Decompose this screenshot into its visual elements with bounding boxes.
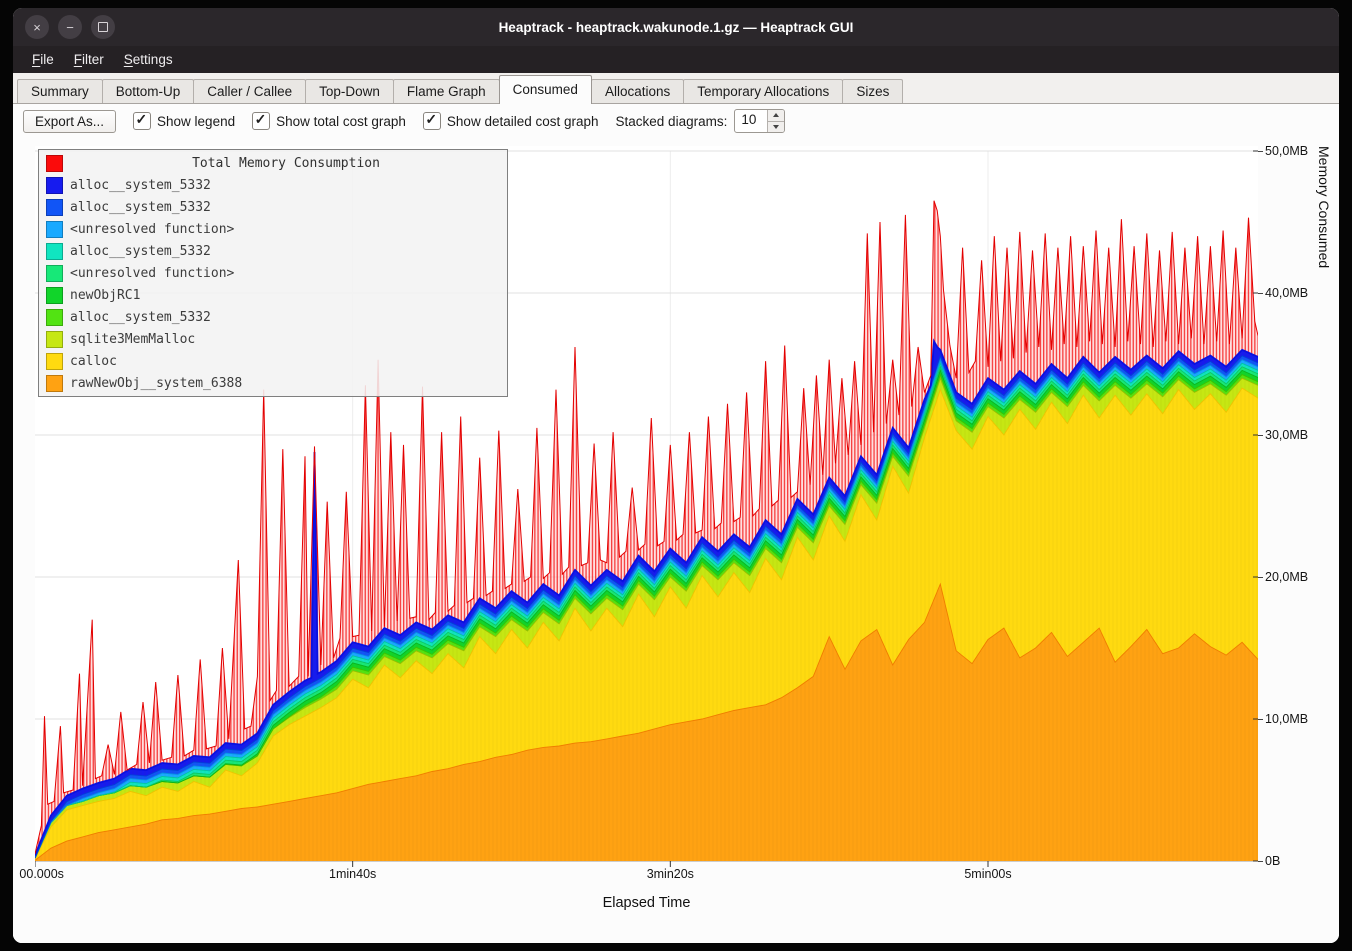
- maximize-button[interactable]: [91, 15, 115, 39]
- legend-title: Total Memory Consumption: [192, 155, 380, 171]
- checkbox-icon: [422, 111, 441, 130]
- spin-up-button[interactable]: [768, 110, 785, 122]
- menu-filter[interactable]: Filter: [73, 52, 104, 67]
- legend-item: alloc__system_5332: [39, 196, 507, 218]
- tab-summary[interactable]: Summary: [17, 79, 103, 103]
- arrow-down-icon: [773, 124, 780, 129]
- legend-swatch: [46, 286, 63, 304]
- legend-item: <unresolved function>: [39, 262, 507, 284]
- show-total-cost-graph-checkbox[interactable]: Show total cost graph: [252, 111, 406, 130]
- legend-swatch: [46, 220, 63, 238]
- legend-label: alloc__system_5332: [70, 243, 211, 259]
- tab-caller-callee[interactable]: Caller / Callee: [193, 79, 307, 103]
- x-tick-label: 3min20s: [646, 867, 694, 881]
- legend-swatch: [46, 154, 63, 172]
- show-legend-checkbox[interactable]: Show legend: [133, 111, 235, 130]
- legend-swatch: [46, 242, 63, 260]
- close-button[interactable]: ×: [25, 15, 49, 39]
- close-icon: ×: [33, 19, 41, 35]
- heaptrack-window: × − Heaptrack - heaptrack.wakunode.1.gz …: [13, 8, 1339, 943]
- arrow-up-icon: [773, 113, 780, 118]
- legend-label: <unresolved function>: [70, 265, 235, 281]
- window-title: Heaptrack - heaptrack.wakunode.1.gz — He…: [498, 19, 854, 35]
- legend-label: rawNewObj__system_6388: [70, 375, 243, 391]
- stacked-diagrams-spinbox[interactable]: 10: [734, 109, 786, 133]
- legend-item: rawNewObj__system_6388: [39, 372, 507, 394]
- chart-legend: Total Memory Consumption alloc__system_53…: [38, 149, 508, 397]
- x-tick-label: 5min00s: [964, 867, 1012, 881]
- checkbox-icon: [133, 111, 152, 130]
- legend-swatch: [46, 264, 63, 282]
- y-tick-label: 40,0MB: [1258, 286, 1325, 300]
- legend-swatch: [46, 330, 63, 348]
- legend-label: calloc: [70, 353, 117, 369]
- show-detailed-cost-graph-checkbox[interactable]: Show detailed cost graph: [422, 111, 599, 130]
- stacked-diagrams-label: Stacked diagrams:: [615, 113, 728, 129]
- legend-label: alloc__system_5332: [70, 177, 211, 193]
- y-axis-title: Memory Consumed: [1316, 146, 1332, 269]
- main-area: Summary Bottom-Up Caller / Callee Top-Do…: [13, 73, 1339, 943]
- tab-top-down[interactable]: Top-Down: [305, 79, 394, 103]
- tab-allocations[interactable]: Allocations: [590, 79, 685, 103]
- legend-item: <unresolved function>: [39, 218, 507, 240]
- legend-item: alloc__system_5332: [39, 306, 507, 328]
- legend-label: sqlite3MemMalloc: [70, 331, 196, 347]
- tab-temporary-allocations[interactable]: Temporary Allocations: [683, 79, 844, 103]
- tab-bar: Summary Bottom-Up Caller / Callee Top-Do…: [13, 73, 1339, 104]
- legend-swatch: [46, 374, 63, 392]
- legend-swatch: [46, 198, 63, 216]
- minimize-icon: −: [66, 19, 74, 35]
- tab-sizes[interactable]: Sizes: [842, 79, 904, 103]
- y-tick-label: 20,0MB: [1258, 570, 1325, 584]
- legend-item: alloc__system_5332: [39, 240, 507, 262]
- spinner-buttons: [767, 110, 785, 132]
- menu-settings[interactable]: Settings: [123, 52, 173, 67]
- legend-label: <unresolved function>: [70, 221, 235, 237]
- x-tick-label: 00.000s: [19, 867, 64, 881]
- export-as-button[interactable]: Export As...: [23, 109, 117, 133]
- checkbox-icon: [252, 111, 271, 130]
- spin-down-button[interactable]: [768, 121, 785, 132]
- window-controls: × −: [25, 15, 115, 39]
- legend-label: alloc__system_5332: [70, 309, 211, 325]
- y-tick-label: 30,0MB: [1258, 428, 1325, 442]
- legend-label: newObjRC1: [70, 287, 141, 303]
- stacked-diagrams-value: 10: [741, 112, 757, 127]
- legend-swatch: [46, 352, 63, 370]
- legend-swatch: [46, 176, 63, 194]
- tab-bottom-up[interactable]: Bottom-Up: [101, 79, 195, 103]
- chart-area: Total Memory Consumption alloc__system_53…: [13, 138, 1339, 943]
- menubar: File Filter Settings: [13, 46, 1339, 73]
- legend-title-row: Total Memory Consumption: [39, 152, 507, 174]
- legend-item: newObjRC1: [39, 284, 507, 306]
- legend-item: sqlite3MemMalloc: [39, 328, 507, 350]
- legend-label: alloc__system_5332: [70, 199, 211, 215]
- y-tick-label: 0B: [1258, 854, 1325, 868]
- y-tick-label: 50,0MB: [1258, 144, 1325, 158]
- legend-item: alloc__system_5332: [39, 174, 507, 196]
- y-tick-label: 10,0MB: [1258, 712, 1325, 726]
- tab-consumed[interactable]: Consumed: [498, 75, 592, 104]
- minimize-button[interactable]: −: [58, 15, 82, 39]
- toolbar: Export As... Show legend Show total cost…: [13, 104, 1339, 138]
- legend-item: calloc: [39, 350, 507, 372]
- maximize-icon: [98, 22, 108, 32]
- x-tick-label: 1min40s: [329, 867, 377, 881]
- x-axis-title: Elapsed Time: [602, 895, 691, 911]
- tab-flame-graph[interactable]: Flame Graph: [392, 79, 500, 103]
- memory-consumption-chart[interactable]: [35, 146, 1258, 868]
- legend-swatch: [46, 308, 63, 326]
- stacked-diagrams-group: Stacked diagrams: 10: [616, 109, 786, 133]
- menu-file[interactable]: File: [32, 52, 54, 67]
- titlebar[interactable]: × − Heaptrack - heaptrack.wakunode.1.gz …: [13, 8, 1339, 46]
